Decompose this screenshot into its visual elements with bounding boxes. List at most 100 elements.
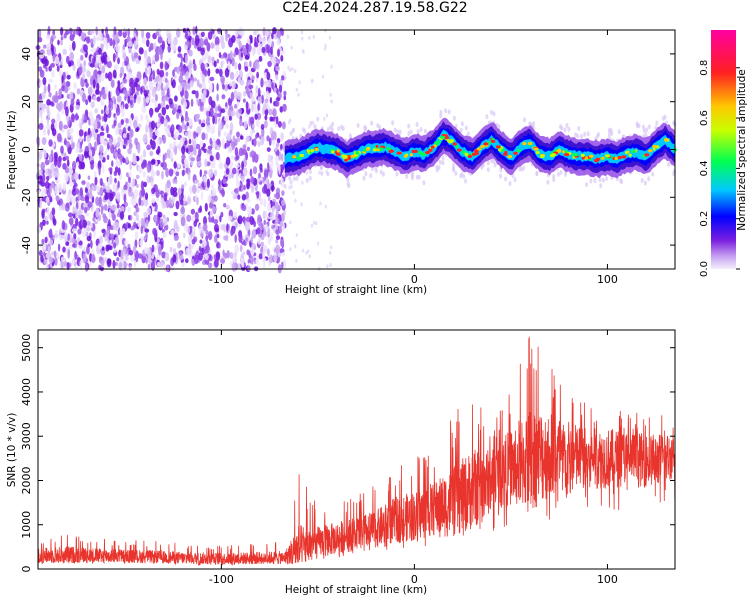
y-tick-label: -40	[20, 236, 33, 254]
noise-cell	[251, 47, 255, 57]
noise-cell	[43, 251, 46, 257]
noise-cell	[123, 248, 126, 257]
noise-cell	[133, 259, 137, 268]
noise-cell	[187, 129, 192, 140]
halo-cell	[619, 178, 623, 184]
halo-cell	[617, 129, 621, 135]
noise-cell	[232, 167, 237, 175]
noise-cell	[90, 48, 95, 53]
spectrogram-x-axis-label: Height of straight line (km)	[285, 284, 427, 296]
noise-cell	[212, 138, 216, 143]
noise-cell	[207, 68, 211, 77]
noise-cell	[41, 137, 47, 146]
noise-cell	[82, 229, 87, 238]
ridge-hotspot	[464, 152, 468, 156]
noise-cell	[238, 233, 243, 243]
noise-cell	[133, 93, 137, 100]
noise-cell	[186, 214, 192, 222]
halo-cell	[295, 176, 299, 181]
noise-cell	[269, 97, 273, 104]
noise-cell	[253, 153, 259, 163]
noise-cell	[87, 201, 93, 208]
noise-cell	[148, 46, 152, 53]
halo-cell	[320, 170, 324, 176]
noise-cell	[85, 82, 89, 88]
noise-cell	[44, 236, 48, 244]
noise-cell	[232, 211, 238, 219]
noise-cell	[275, 65, 280, 72]
noise-cell	[137, 144, 141, 154]
noise-cell	[51, 207, 56, 216]
colorbar-gradient	[711, 30, 736, 269]
noise-cell	[168, 143, 174, 151]
noise-cell	[176, 28, 181, 38]
noise-cell	[128, 264, 132, 272]
noise-cell	[326, 264, 329, 269]
noise-cell	[74, 250, 77, 260]
noise-cell	[234, 147, 239, 157]
noise-cell	[167, 44, 172, 53]
noise-cell	[216, 83, 219, 92]
noise-cell	[72, 185, 76, 193]
noise-cell	[115, 261, 118, 266]
noise-cell	[128, 142, 133, 149]
noise-cell	[213, 169, 218, 177]
noise-cell	[41, 210, 45, 219]
noise-cell	[185, 147, 189, 153]
ridge-hotspot	[648, 149, 653, 153]
noise-cell	[254, 203, 260, 211]
noise-cell	[193, 130, 197, 139]
noise-cell	[290, 184, 293, 189]
colorbar: 0.0 0.2 0.4 0.6 0.8 Normalized spectral ampl…	[699, 30, 748, 277]
noise-cell	[96, 29, 101, 37]
noise-cell	[109, 245, 113, 250]
noise-cell	[179, 137, 184, 147]
noise-cell	[271, 206, 275, 214]
ridge-hotspot	[628, 153, 632, 157]
noise-cell	[120, 119, 125, 125]
noise-cell	[251, 75, 255, 80]
noise-cell	[229, 252, 234, 259]
noise-cell	[259, 163, 263, 171]
noise-cell	[181, 262, 185, 268]
halo-cell	[563, 127, 567, 133]
noise-cell	[100, 72, 105, 82]
noise-cell	[165, 83, 168, 92]
noise-cell	[237, 215, 243, 225]
noise-cell	[269, 169, 273, 179]
noise-cell	[188, 243, 192, 249]
noise-cell	[271, 130, 277, 140]
noise-cell	[266, 72, 271, 81]
noise-cell	[170, 157, 174, 162]
noise-cell	[262, 27, 266, 37]
noise-cell	[292, 190, 295, 195]
ridge-hotspot	[572, 153, 579, 157]
noise-cell	[39, 223, 43, 228]
noise-cell	[56, 112, 61, 122]
noise-cell	[230, 155, 236, 160]
halo-cell	[647, 124, 651, 130]
noise-cell	[260, 123, 265, 130]
noise-cell	[231, 262, 237, 272]
noise-cell	[39, 109, 43, 119]
noise-cell	[44, 159, 50, 166]
noise-cell	[174, 145, 178, 156]
noise-cell	[250, 236, 254, 244]
noise-cell	[270, 232, 274, 242]
noise-cell	[265, 81, 269, 88]
halo-cell	[556, 171, 560, 177]
noise-cell	[84, 78, 88, 83]
noise-cell	[86, 220, 91, 226]
noise-cell	[129, 99, 133, 106]
noise-cell	[121, 61, 125, 68]
noise-cell	[175, 171, 180, 177]
noise-cell	[118, 128, 123, 136]
noise-cell	[82, 246, 86, 252]
noise-cell	[68, 27, 73, 35]
noise-cell	[185, 71, 190, 80]
noise-cell	[218, 242, 221, 249]
noise-cell	[312, 34, 315, 39]
noise-cell	[51, 118, 56, 124]
noise-cell	[216, 138, 221, 145]
noise-cell	[272, 108, 277, 118]
